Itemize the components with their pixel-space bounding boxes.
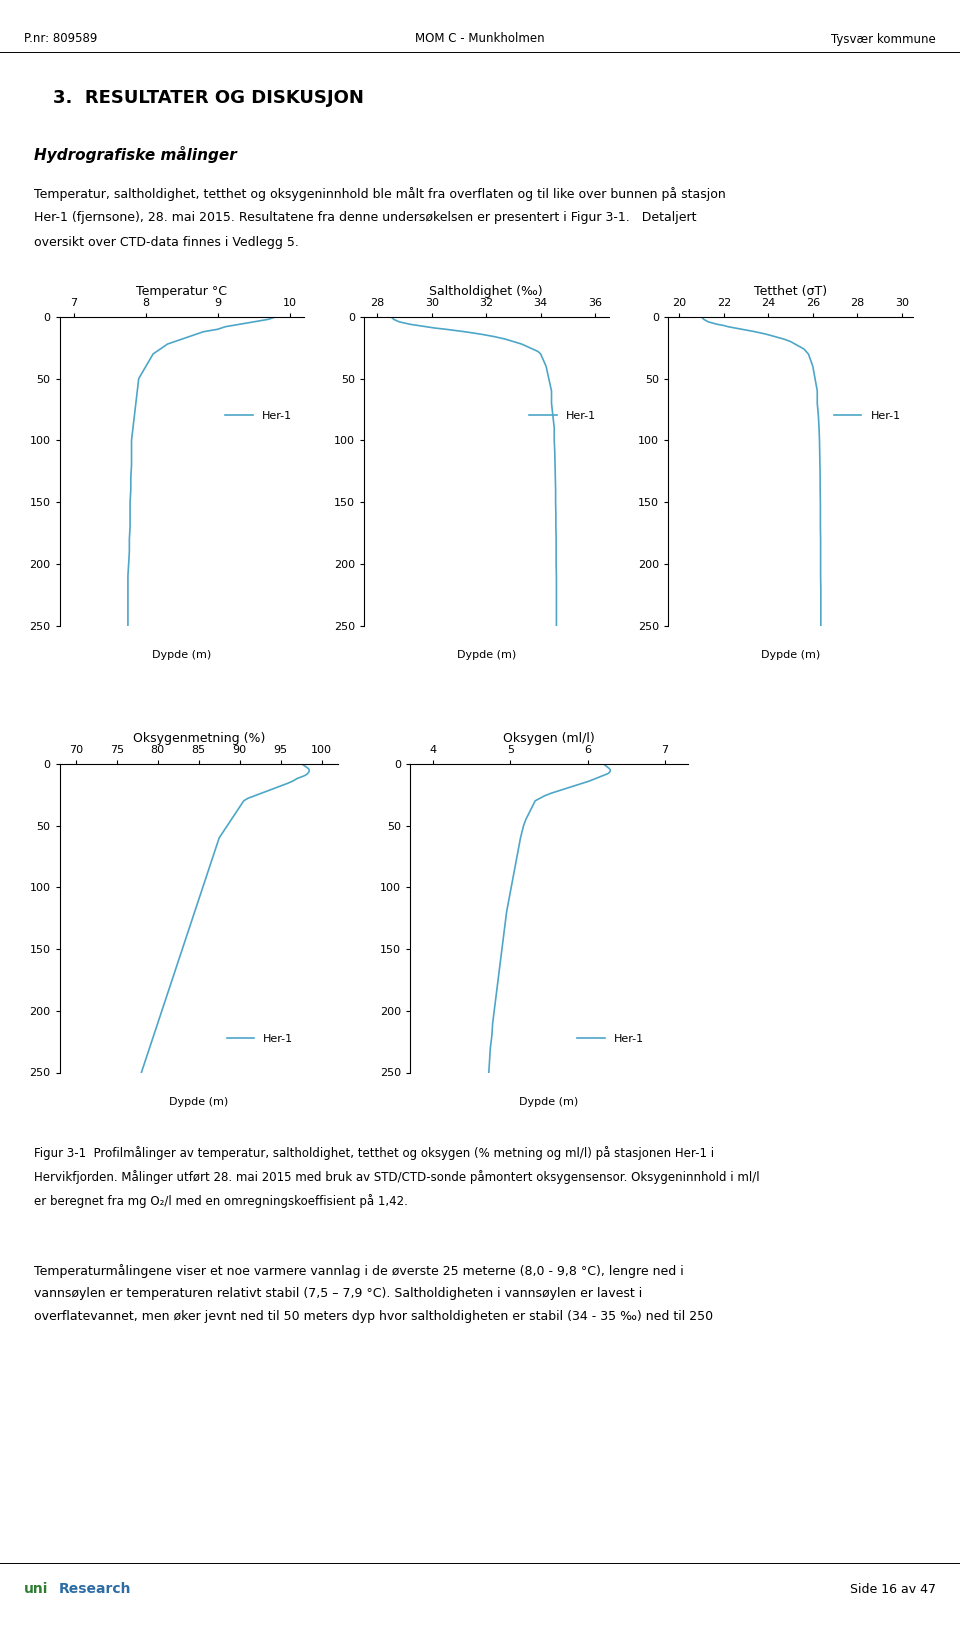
Text: er beregnet fra mg O₂/l med en omregningskoeffisient på 1,42.: er beregnet fra mg O₂/l med en omregning… bbox=[34, 1194, 407, 1209]
Legend: Her-1: Her-1 bbox=[829, 406, 905, 426]
Title: Oksygenmetning (%): Oksygenmetning (%) bbox=[132, 731, 265, 744]
Text: Her-1 (fjernsone), 28. mai 2015. Resultatene fra denne undersøkelsen er presente: Her-1 (fjernsone), 28. mai 2015. Resulta… bbox=[34, 211, 696, 224]
Text: Hydrografiske målinger: Hydrografiske målinger bbox=[34, 146, 236, 162]
Text: MOM C - Munkholmen: MOM C - Munkholmen bbox=[415, 32, 545, 46]
Text: Side 16 av 47: Side 16 av 47 bbox=[850, 1583, 936, 1596]
Text: Dypde (m): Dypde (m) bbox=[169, 1097, 228, 1107]
Text: Temperatur, saltholdighet, tetthet og oksygeninnhold ble målt fra overflaten og : Temperatur, saltholdighet, tetthet og ok… bbox=[34, 187, 726, 202]
Legend: Her-1: Her-1 bbox=[525, 406, 601, 426]
Title: Tetthet (σT): Tetthet (σT) bbox=[754, 284, 828, 297]
Title: Temperatur °C: Temperatur °C bbox=[136, 284, 228, 297]
Text: Dypde (m): Dypde (m) bbox=[761, 650, 820, 660]
Legend: Her-1: Her-1 bbox=[222, 1030, 298, 1048]
Legend: Her-1: Her-1 bbox=[572, 1030, 648, 1048]
Text: vannsøylen er temperaturen relativt stabil (7,5 – 7,9 °C). Saltholdigheten i van: vannsøylen er temperaturen relativt stab… bbox=[34, 1287, 642, 1300]
Text: uni: uni bbox=[24, 1583, 48, 1596]
Title: Saltholdighet (‰): Saltholdighet (‰) bbox=[429, 284, 543, 297]
Text: Dypde (m): Dypde (m) bbox=[457, 650, 516, 660]
Text: Hervikfjorden. Målinger utført 28. mai 2015 med bruk av STD/CTD-sonde påmontert : Hervikfjorden. Målinger utført 28. mai 2… bbox=[34, 1170, 759, 1185]
Text: 3.  RESULTATER OG DISKUSJON: 3. RESULTATER OG DISKUSJON bbox=[53, 89, 364, 107]
Title: Oksygen (ml/l): Oksygen (ml/l) bbox=[503, 731, 595, 744]
Legend: Her-1: Her-1 bbox=[221, 406, 297, 426]
Text: oversikt over CTD-data finnes i Vedlegg 5.: oversikt over CTD-data finnes i Vedlegg … bbox=[34, 236, 299, 249]
Text: Figur 3-1  Profilmålinger av temperatur, saltholdighet, tetthet og oksygen (% me: Figur 3-1 Profilmålinger av temperatur, … bbox=[34, 1146, 713, 1160]
Text: P.nr: 809589: P.nr: 809589 bbox=[24, 32, 97, 46]
Text: overflatevannet, men øker jevnt ned til 50 meters dyp hvor saltholdigheten er st: overflatevannet, men øker jevnt ned til … bbox=[34, 1310, 712, 1323]
Text: Dypde (m): Dypde (m) bbox=[519, 1097, 579, 1107]
Text: Dypde (m): Dypde (m) bbox=[153, 650, 211, 660]
Text: Tysvær kommune: Tysvær kommune bbox=[831, 32, 936, 46]
Text: Research: Research bbox=[59, 1583, 132, 1596]
Text: Temperaturmålingene viser et noe varmere vannlag i de øverste 25 meterne (8,0 - : Temperaturmålingene viser et noe varmere… bbox=[34, 1264, 684, 1279]
